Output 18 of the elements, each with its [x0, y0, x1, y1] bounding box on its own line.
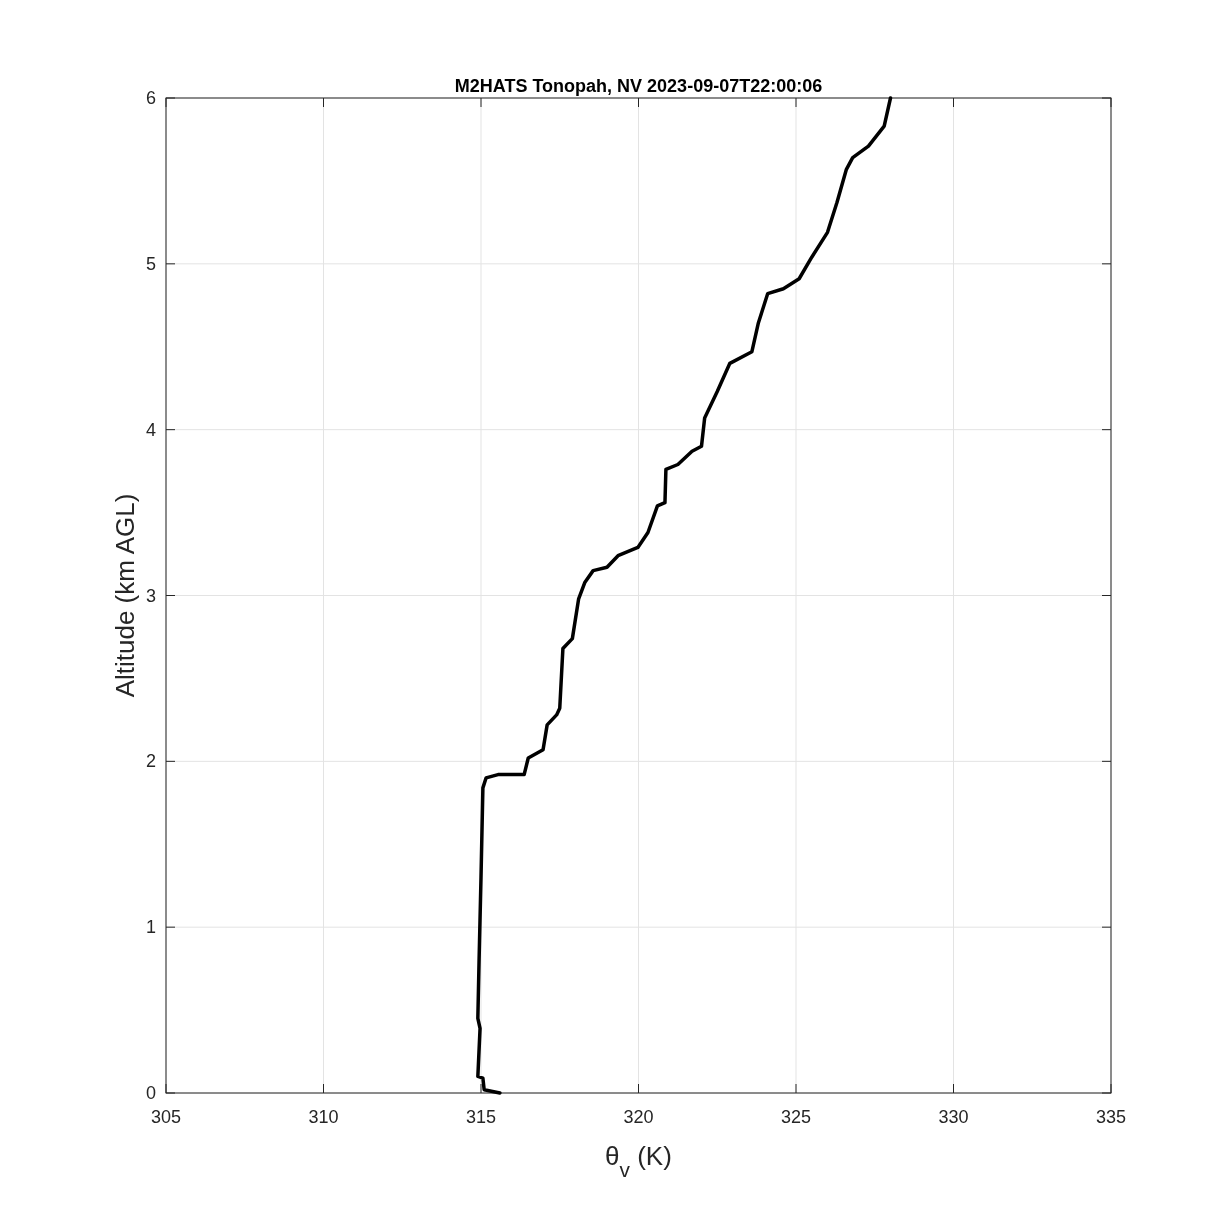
y-tick-label: 1	[145, 917, 156, 938]
y-tick-label: 4	[145, 419, 156, 440]
x-tick-label: 325	[780, 1107, 812, 1127]
y-tick-label: 0	[145, 1083, 156, 1103]
x-tick-label: 305	[150, 1107, 182, 1127]
chart-title: M2HATS Tonopah, NV 2023-09-07T22:00:06	[454, 76, 823, 96]
x-tick-label: 335	[1095, 1107, 1127, 1127]
y-axis-title: Altitude (km AGL)	[110, 493, 140, 698]
line-series	[476, 96, 893, 1095]
x-tick-label: 315	[465, 1107, 497, 1127]
y-tick-label: 3	[145, 585, 156, 606]
y-tick-label: 2	[145, 751, 156, 772]
y-tick-label: 5	[145, 253, 156, 274]
x-axis-title: θ$_{v}$ (K)	[605, 1141, 672, 1181]
x-tick-label: 320	[623, 1107, 654, 1127]
y-tick-label: 6	[145, 88, 156, 108]
x-tick-label: 310	[308, 1107, 339, 1127]
x-tick-label: 330	[938, 1107, 969, 1127]
